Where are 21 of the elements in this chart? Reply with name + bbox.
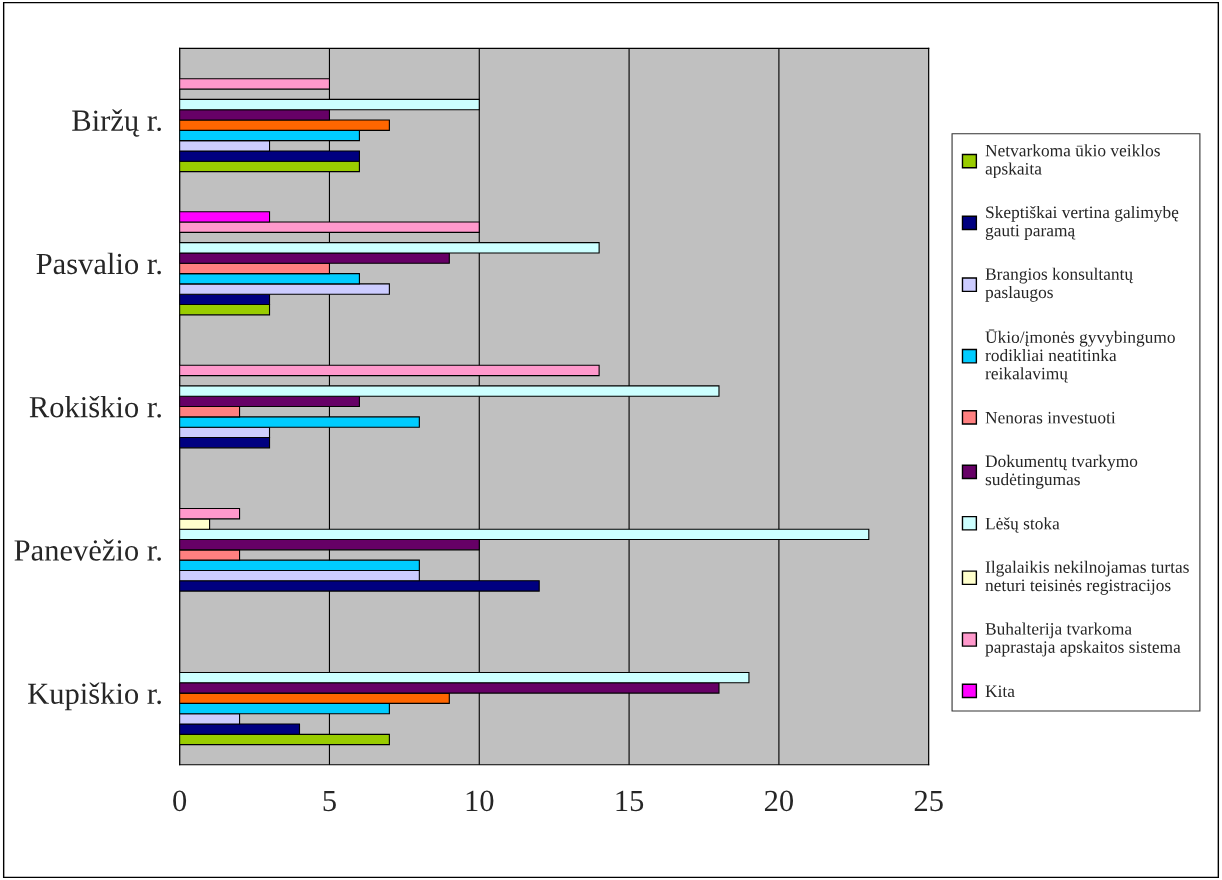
legend-label: Netvarkoma ūkio veiklos apskaita [985,144,1160,179]
y-tick-label: Biržų r. [72,109,161,137]
y-tick-label: Rokiškio r. [29,395,161,418]
legend-label: Kita [985,685,1015,698]
x-tick-label: 10 [466,790,494,812]
y-tick-label: Kupiškio r. [28,682,161,711]
legend-label: Ūkio/įmonės gyvybingumo rodikliai neatitinka reikalavimų [985,329,1175,383]
x-tick-label: 0 [173,790,187,812]
x-tick-label: 25 [914,790,943,812]
y-tick-label: Panevėžio r. [14,539,161,561]
legend-label: Nenoras investuoti [985,411,1116,424]
y-tick-label: Pasvalio r. [36,252,161,275]
legend-label: Lėšų stoka [985,517,1060,533]
x-tick-label: 15 [616,790,644,812]
legend-label: Dokumentų tvarkymo sudėtingumas [985,454,1138,489]
legend-label: Skeptiškai vertina galimybę gauti paramą [985,205,1179,240]
x-tick-label: 5 [323,790,336,812]
x-tick-label: 20 [764,790,794,812]
legend-label: Ilgalaikis nekilnojamas turtas neturi teisinės registracijos [985,560,1189,595]
legend-label: Brangios konsultantų paslaugos [985,267,1134,302]
legend-label: Buhalterija tvarkoma paprastaja apskaitos sistema [985,622,1181,657]
